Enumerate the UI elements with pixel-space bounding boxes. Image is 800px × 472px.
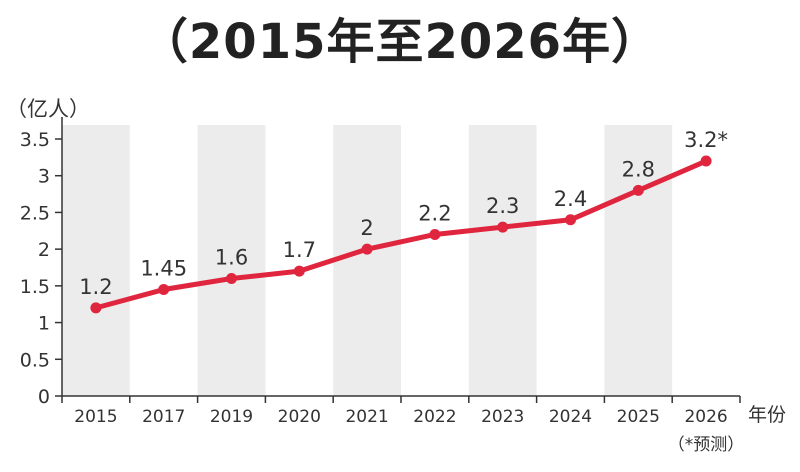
x-tick-label: 2015 (74, 407, 117, 427)
data-point (293, 265, 305, 277)
data-label: 1.45 (140, 257, 187, 281)
y-tick-label: 1.5 (20, 276, 50, 298)
background-band (197, 125, 266, 396)
x-tick-label: 2023 (481, 407, 524, 427)
data-label: 1.7 (283, 238, 316, 262)
data-label: 2.8 (622, 157, 655, 181)
data-point (497, 221, 509, 233)
y-tick-label: 2.5 (20, 202, 50, 224)
background-band (468, 125, 537, 396)
series-line (90, 155, 712, 314)
data-label: 2 (360, 216, 373, 240)
y-tick-label: 1 (38, 313, 50, 335)
data-label: 2.4 (554, 187, 587, 211)
series-line-path (93, 158, 709, 311)
x-tick-label: 2017 (142, 407, 185, 427)
data-point (632, 184, 644, 196)
data-point (429, 228, 441, 240)
y-tick-label: 2 (38, 239, 50, 261)
data-point (226, 273, 237, 285)
data-labels: 1.2 1.45 1.6 1.7 2 2.2 2.3 2.4 2.8 3.2* (79, 128, 728, 299)
background-band (604, 125, 673, 396)
chart-title: （2015年至2026年） (139, 14, 661, 70)
data-point (565, 214, 576, 226)
x-tick-label: 2019 (210, 407, 253, 427)
data-point (158, 284, 170, 296)
data-label: 1.2 (79, 275, 112, 299)
y-axis-label: （亿人） (6, 97, 90, 121)
data-point (361, 243, 373, 255)
data-point (700, 155, 712, 167)
background-band (333, 125, 401, 396)
y-tick-label: 0.5 (20, 349, 50, 371)
x-axis-label: 年份 (748, 404, 786, 426)
x-tick-label: 2020 (278, 407, 321, 427)
data-label: 1.6 (215, 246, 248, 270)
data-point (90, 302, 102, 314)
x-tick-label: 2022 (413, 407, 456, 427)
background-band (62, 125, 130, 396)
data-label: 3.2* (684, 128, 728, 152)
x-tick-label: 2021 (345, 407, 388, 427)
x-tick-label: 2025 (617, 407, 660, 427)
y-tick-label: 3.5 (20, 129, 50, 151)
x-ticks: 2015 2017 2019 2020 2021 2022 2023 2024 2025 2026 (61, 396, 741, 427)
x-tick-label: 2024 (549, 407, 592, 427)
data-label: 2.3 (486, 194, 519, 218)
x-tick-label: 2026 (684, 407, 727, 427)
y-tick-label: 3 (38, 166, 50, 188)
x-axis-note: （*预测） (668, 435, 745, 455)
y-tick-label: 0 (38, 386, 50, 408)
background-bands (62, 125, 673, 396)
y-ticks: 0 0.5 1 1.5 2 2.5 3 3.5 (20, 129, 62, 408)
data-label: 2.2 (418, 201, 451, 225)
